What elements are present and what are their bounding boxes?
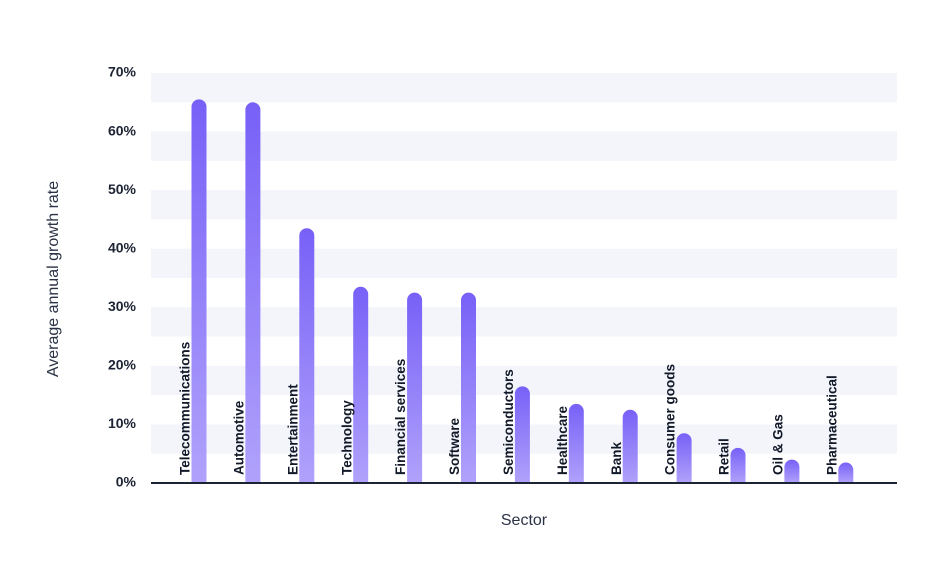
bar: [676, 433, 692, 483]
bar: [622, 409, 638, 483]
bar: [407, 292, 423, 483]
grid-band: [151, 248, 897, 278]
category-label: Oil & Gas: [770, 414, 785, 475]
grid-bands: [151, 73, 897, 454]
category-label: Automotive: [231, 400, 246, 475]
bar: [461, 292, 476, 483]
category-label: Bank: [609, 441, 624, 475]
category-label: Healthcare: [555, 405, 570, 475]
bars: [191, 99, 854, 484]
category-label: Consumer goods: [663, 364, 678, 475]
bar: [353, 286, 369, 483]
grid-band: [151, 73, 897, 103]
bar: [838, 462, 854, 483]
bar: [299, 228, 315, 483]
bar: [784, 459, 800, 483]
y-axis-ticks: 0% 10% 20% 30% 40% 50% 60% 70%: [108, 64, 137, 490]
grid-band: [151, 131, 897, 161]
bar: [191, 99, 207, 483]
category-labels: Telecommunications Automotive Entertainmen…: [178, 342, 840, 475]
bar: [730, 447, 746, 483]
grid-band: [151, 307, 897, 337]
y-tick-label: 60%: [108, 122, 137, 138]
category-label: Retail: [717, 438, 732, 475]
y-tick-label: 10%: [108, 415, 137, 431]
bar: [245, 102, 261, 484]
category-label: Semiconductors: [501, 369, 516, 475]
y-tick-label: 30%: [108, 298, 137, 314]
category-label: Financial services: [393, 359, 408, 475]
category-label: Software: [447, 417, 462, 475]
y-tick-label: 70%: [108, 64, 137, 80]
category-label: Pharmaceutical: [824, 375, 839, 475]
y-tick-label: 50%: [108, 181, 137, 197]
y-tick-label: 40%: [108, 239, 137, 255]
bar: [514, 386, 530, 483]
x-axis-title: Sector: [501, 512, 548, 529]
y-axis-title: Average annual growth rate: [45, 181, 62, 377]
y-tick-label: 20%: [108, 357, 137, 373]
category-label: Entertainment: [285, 384, 300, 475]
category-label: Telecommunications: [178, 342, 193, 475]
y-tick-label: 0%: [116, 474, 137, 490]
grid-band: [151, 190, 897, 220]
category-label: Technology: [339, 400, 354, 475]
bar: [568, 403, 584, 483]
